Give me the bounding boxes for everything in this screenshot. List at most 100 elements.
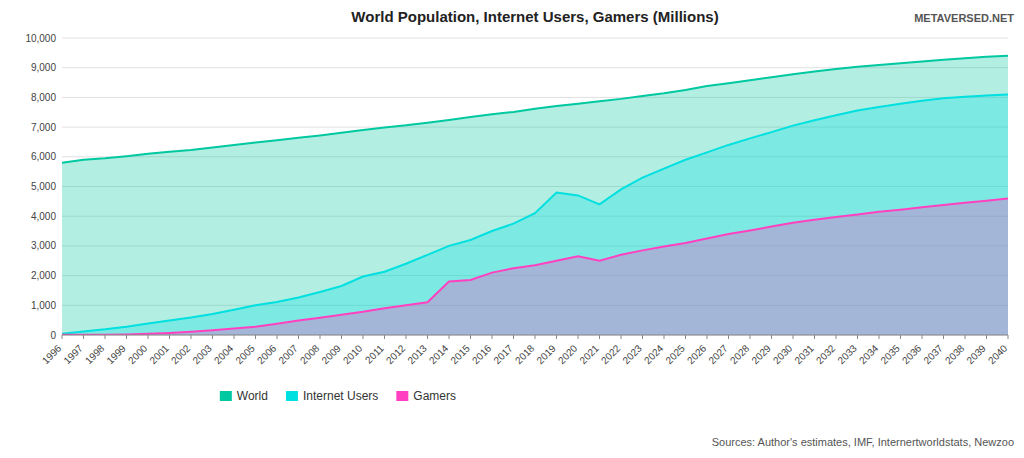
x-tick-label: 2021 (577, 342, 601, 366)
x-tick-label: 2030 (771, 342, 795, 366)
x-tick-label: 2026 (685, 342, 709, 366)
x-tick-label: 1998 (83, 342, 107, 366)
x-tick (685, 335, 686, 339)
x-tick (771, 335, 772, 339)
x-tick-label: 2014 (427, 342, 451, 366)
x-tick-label: 1997 (61, 342, 85, 366)
legend-label: Internet Users (303, 389, 378, 403)
x-tick-label: 2039 (964, 342, 988, 366)
legend-swatch (286, 391, 298, 401)
y-tick-label: 9,000 (31, 62, 56, 73)
x-tick (707, 335, 708, 339)
x-tick (922, 335, 923, 339)
x-tick (255, 335, 256, 339)
x-tick (814, 335, 815, 339)
x-tick-label: 2019 (534, 342, 558, 366)
x-tick (492, 335, 493, 339)
x-tick-label: 2040 (986, 342, 1010, 366)
x-tick-label: 2005 (233, 342, 257, 366)
y-tick-label: 2,000 (31, 270, 56, 281)
x-tick (363, 335, 364, 339)
legend-swatch (396, 391, 408, 401)
x-tick-label: 2007 (276, 342, 300, 366)
x-tick-label: 2010 (341, 342, 365, 366)
x-tick (191, 335, 192, 339)
x-tick (234, 335, 235, 339)
x-tick (728, 335, 729, 339)
x-tick-label: 2002 (169, 342, 193, 366)
y-tick-label: 5,000 (31, 181, 56, 192)
x-tick-label: 2031 (792, 342, 816, 366)
x-tick-label: 2000 (126, 342, 150, 366)
x-tick (642, 335, 643, 339)
x-tick (621, 335, 622, 339)
x-tick (277, 335, 278, 339)
x-tick-label: 2018 (513, 342, 537, 366)
y-tick-label: 1,000 (31, 300, 56, 311)
x-tick-label: 2025 (663, 342, 687, 366)
x-tick-label: 2015 (448, 342, 472, 366)
x-tick-label: 2037 (921, 342, 945, 366)
y-tick-label: 3,000 (31, 240, 56, 251)
legend-item: World (220, 389, 268, 403)
x-tick-label: 2034 (857, 342, 881, 366)
x-tick-label: 2036 (900, 342, 924, 366)
x-tick (62, 335, 63, 339)
x-tick (943, 335, 944, 339)
y-tick-label: 6,000 (31, 151, 56, 162)
x-tick (105, 335, 106, 339)
x-tick-label: 2020 (556, 342, 580, 366)
y-tick-label: 0 (50, 330, 56, 341)
x-tick-label: 2004 (212, 342, 236, 366)
x-tick (599, 335, 600, 339)
x-tick (857, 335, 858, 339)
x-tick-label: 2038 (943, 342, 967, 366)
x-tick (169, 335, 170, 339)
x-tick (793, 335, 794, 339)
x-tick-label: 2024 (642, 342, 666, 366)
x-tick (298, 335, 299, 339)
x-tick-label: 1999 (104, 342, 128, 366)
x-tick-label: 1996 (40, 342, 64, 366)
legend: World Internet Users Gamers (220, 389, 456, 403)
x-tick-label: 2009 (319, 342, 343, 366)
x-tick (212, 335, 213, 339)
x-tick (83, 335, 84, 339)
x-tick (513, 335, 514, 339)
x-tick-label: 2028 (728, 342, 752, 366)
x-tick-label: 2012 (384, 342, 408, 366)
x-tick (535, 335, 536, 339)
series-area (62, 94, 1008, 335)
x-tick-label: 2029 (749, 342, 773, 366)
x-tick (879, 335, 880, 339)
x-tick (148, 335, 149, 339)
x-tick (470, 335, 471, 339)
x-tick-label: 2023 (620, 342, 644, 366)
x-tick-label: 2008 (298, 342, 322, 366)
series-area (62, 56, 1008, 335)
x-tick (1008, 335, 1009, 339)
x-tick (965, 335, 966, 339)
x-tick (664, 335, 665, 339)
legend-label: World (237, 389, 268, 403)
grid-line (62, 38, 1008, 39)
x-tick-label: 2022 (599, 342, 623, 366)
x-tick (986, 335, 987, 339)
x-tick-label: 2001 (147, 342, 171, 366)
x-tick (341, 335, 342, 339)
x-tick (126, 335, 127, 339)
chart: World Population, Internet Users, Gamers… (0, 0, 1024, 458)
watermark: METAVERSED.NET (914, 12, 1014, 24)
y-axis: 01,0002,0003,0004,0005,0006,0007,0008,00… (25, 33, 56, 341)
x-tick-label: 2027 (706, 342, 730, 366)
x-tick (900, 335, 901, 339)
x-tick (750, 335, 751, 339)
legend-item: Internet Users (286, 389, 378, 403)
x-tick (406, 335, 407, 339)
legend-item: Gamers (396, 389, 456, 403)
x-tick-label: 2032 (814, 342, 838, 366)
x-tick-label: 2035 (878, 342, 902, 366)
y-tick-label: 10,000 (25, 33, 56, 44)
x-tick (320, 335, 321, 339)
x-tick (427, 335, 428, 339)
